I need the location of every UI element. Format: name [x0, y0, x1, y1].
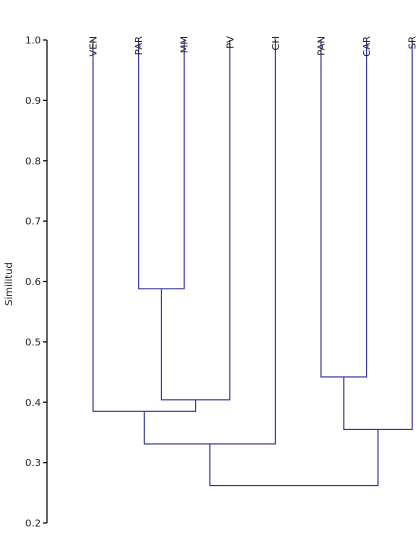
y-tick-label: 0.9 — [25, 96, 41, 107]
merge-link-6 — [143, 40, 276, 445]
y-tick-label: 0.2 — [25, 519, 41, 530]
leaf-label-mm: MM — [180, 36, 191, 53]
merge-link-7 — [209, 429, 379, 487]
leaf-label-pan: PAN — [317, 36, 328, 56]
y-tick-label: 0.3 — [25, 458, 41, 469]
leaf-label-sr: SR — [408, 36, 416, 49]
y-tick-label: 0.7 — [25, 217, 41, 228]
y-axis-label: Similitud — [4, 262, 15, 306]
merge-link-5 — [343, 40, 413, 430]
y-tick-label: 0.5 — [25, 337, 41, 348]
leaf-label-ven: VEN — [89, 36, 100, 57]
leaf-label-ch: CH — [271, 36, 282, 51]
y-axis: 1.0 0.9 0.8 0.7 0.6 0.5 0.4 0.3 0.2 — [25, 36, 48, 530]
dendrogram-links — [92, 40, 413, 487]
leaf-label-pv: PV — [225, 36, 236, 49]
merge-link-4 — [92, 40, 197, 412]
merge-link-2 — [320, 40, 368, 378]
leaf-labels: VEN PAR MM PV CH PAN CAR SR — [89, 36, 416, 57]
leaf-label-par: PAR — [134, 36, 145, 55]
leaf-label-car: CAR — [362, 36, 373, 57]
y-tick-label: 0.4 — [25, 398, 41, 409]
merge-link-1 — [138, 40, 185, 290]
y-tick-label: 1.0 — [25, 36, 41, 47]
y-tick-label: 0.8 — [25, 156, 41, 167]
merge-link-3 — [160, 40, 231, 401]
y-tick-label: 0.6 — [25, 277, 41, 288]
